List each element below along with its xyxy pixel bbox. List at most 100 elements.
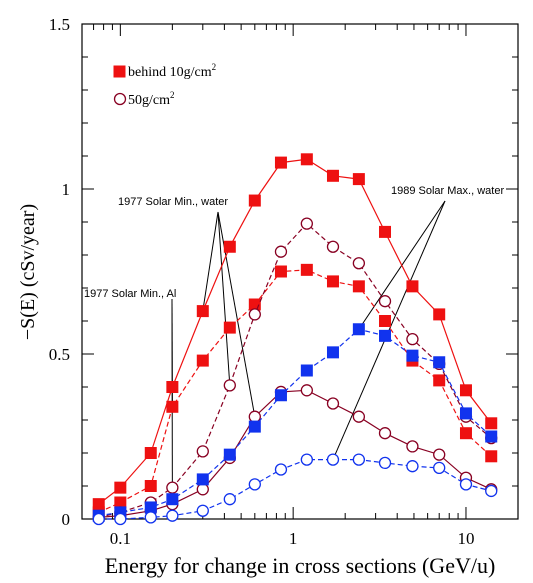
data-point-circle	[144, 511, 157, 524]
data-point-square	[406, 280, 419, 293]
series-line	[98, 459, 492, 520]
data-point-circle	[196, 504, 209, 517]
data-point-square	[352, 280, 365, 293]
data-point-circle	[166, 509, 179, 522]
data-point-circle	[300, 217, 313, 230]
data-point-square	[248, 194, 261, 207]
data-point-square	[274, 389, 287, 402]
data-point-square	[326, 346, 339, 359]
x-tick-label: 1	[289, 529, 298, 548]
legend-marker-open-circle	[113, 92, 127, 106]
series-line	[98, 222, 492, 518]
annotation-leaders	[171, 200, 446, 488]
data-point-circle	[196, 483, 209, 496]
data-point-circle	[378, 456, 392, 470]
data-point-circle	[248, 410, 261, 423]
data-point-square	[352, 173, 365, 186]
data-point-circle	[223, 493, 236, 506]
data-point-square	[406, 349, 419, 362]
series-line	[98, 269, 492, 513]
legend-marker-filled-square	[113, 65, 126, 78]
data-point-square	[485, 430, 498, 443]
data-point-square	[379, 329, 392, 342]
data-point-circle	[274, 463, 288, 476]
data-point-square	[144, 480, 157, 492]
y-tick-label: 1.5	[49, 15, 70, 34]
y-tick-label: 0	[62, 510, 71, 529]
data-point-circle	[433, 461, 446, 475]
data-point-square	[223, 448, 236, 461]
annotation-leader-line	[202, 211, 219, 312]
data-point-square	[166, 493, 179, 506]
legend-label-behind-10: behind 10g/cm2	[128, 62, 216, 80]
data-point-square	[196, 354, 209, 367]
data-point-square	[433, 374, 446, 387]
annotation-leader-line	[217, 211, 231, 386]
data-point-circle	[274, 245, 288, 258]
y-tick-label: 0.5	[49, 345, 70, 364]
data-point-square	[196, 473, 209, 486]
x-axis-title: Energy for change in cross sections (GeV…	[105, 553, 496, 578]
annotation-solar-min-water: 1977 Solar Min., water	[118, 196, 228, 208]
series-line	[98, 328, 492, 517]
data-point-square	[300, 263, 313, 276]
axis-ticks: 0.1 1 10 0 0.5 1 1.5	[49, 15, 519, 548]
data-point-square	[433, 308, 446, 321]
series-line	[98, 158, 492, 505]
data-point-square	[274, 265, 287, 278]
data-point-circle	[459, 478, 473, 491]
data-point-circle	[352, 257, 366, 270]
legend-label-50: 50g/cm2	[128, 90, 175, 108]
data-point-circle	[433, 448, 446, 461]
data-point-circle	[352, 453, 366, 466]
x-tick-label: 10	[457, 529, 474, 548]
data-point-square	[300, 364, 313, 377]
data-point-square	[166, 381, 179, 393]
data-point-square	[114, 481, 127, 494]
x-tick-label: 0.1	[110, 529, 131, 548]
data-point-square	[166, 400, 179, 413]
data-point-circle	[406, 332, 419, 346]
data-point-square	[485, 450, 498, 463]
data-point-square	[459, 407, 472, 420]
data-point-square	[274, 156, 287, 169]
data-point-square	[379, 315, 392, 327]
data-point-square	[248, 420, 261, 433]
data-point-circle	[248, 478, 261, 491]
data-point-square	[196, 305, 209, 318]
y-tick-label: 1	[62, 180, 71, 199]
data-point-circle	[248, 308, 261, 321]
data-point-square	[433, 356, 446, 369]
data-point-square	[459, 427, 472, 440]
series-line	[98, 389, 492, 518]
legend: behind 10g/cm2 50g/cm2	[113, 62, 216, 108]
data-point-square	[352, 323, 365, 336]
data-point-circle	[326, 240, 340, 253]
data-point-circle	[378, 295, 392, 308]
annotation-solar-max-water: 1989 Solar Max., water	[391, 185, 504, 197]
data-point-circle	[406, 440, 419, 453]
data-point-circle	[300, 384, 313, 397]
data-point-square	[485, 417, 498, 430]
data-point-circle	[352, 410, 366, 423]
data-point-square	[379, 225, 392, 238]
data-point-circle	[485, 484, 498, 498]
data-point-square	[223, 321, 236, 334]
data-point-square	[326, 275, 339, 288]
data-point-square	[223, 240, 236, 253]
data-point-square	[300, 153, 313, 166]
annotation-solar-min-al: 1977 Solar Min., Al	[84, 288, 176, 300]
data-point-square	[459, 384, 472, 397]
data-point-square	[326, 169, 339, 182]
data-point-square	[144, 447, 157, 459]
data-point-circle	[114, 512, 127, 526]
data-point-circle	[326, 453, 340, 466]
data-point-circle	[92, 512, 105, 526]
data-point-circle	[223, 379, 236, 392]
data-point-circle	[378, 427, 392, 440]
y-axis-title: −S(E) (cSv/year)	[17, 204, 39, 340]
series-layer	[92, 153, 498, 526]
data-point-circle	[166, 481, 179, 494]
data-point-circle	[300, 453, 313, 466]
